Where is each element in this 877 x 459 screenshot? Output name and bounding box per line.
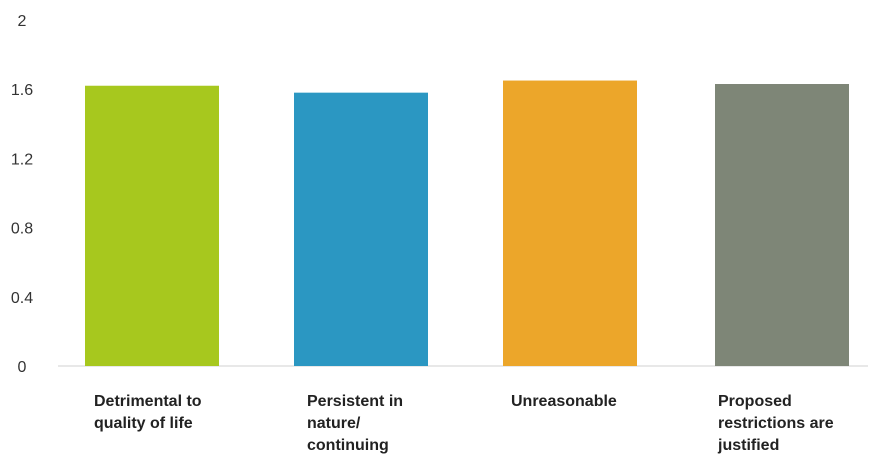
x-category-label: Unreasonable — [511, 393, 617, 410]
x-category-label-line: continuing — [307, 437, 389, 454]
x-category-label: Proposed restrictions are justified — [717, 393, 834, 454]
y-tick-label: 0 — [18, 359, 27, 376]
bar — [503, 80, 637, 367]
category-labels: Detrimental to quality of life Persistent … — [94, 393, 834, 454]
x-category-label: Detrimental to quality of life — [94, 393, 202, 432]
y-tick-label: 0.4 — [11, 290, 33, 307]
x-category-label-line: Proposed — [718, 393, 792, 410]
y-tick-label: 0.8 — [11, 221, 33, 238]
y-tick-label: 1.6 — [11, 82, 33, 99]
bar — [294, 92, 428, 366]
x-category-label-line: restrictions are — [718, 415, 834, 432]
x-category-label-line: justified — [717, 437, 779, 454]
y-tick-label: 2 — [18, 13, 27, 30]
x-category-label-line: quality of life — [94, 415, 193, 432]
y-axis-ticks: 0 0.4 0.8 1.2 1.6 2 — [11, 13, 33, 376]
x-category-label-line: Persistent in — [307, 393, 403, 410]
x-category-label-line: nature/ — [307, 415, 361, 432]
bars — [85, 80, 849, 367]
x-category-label: Persistent in nature/continuing — [307, 393, 403, 454]
bar — [85, 85, 219, 367]
x-category-label-line: Detrimental to — [94, 393, 202, 410]
bar — [715, 84, 849, 366]
y-tick-label: 1.2 — [11, 151, 33, 168]
x-category-label-line: Unreasonable — [511, 393, 617, 410]
